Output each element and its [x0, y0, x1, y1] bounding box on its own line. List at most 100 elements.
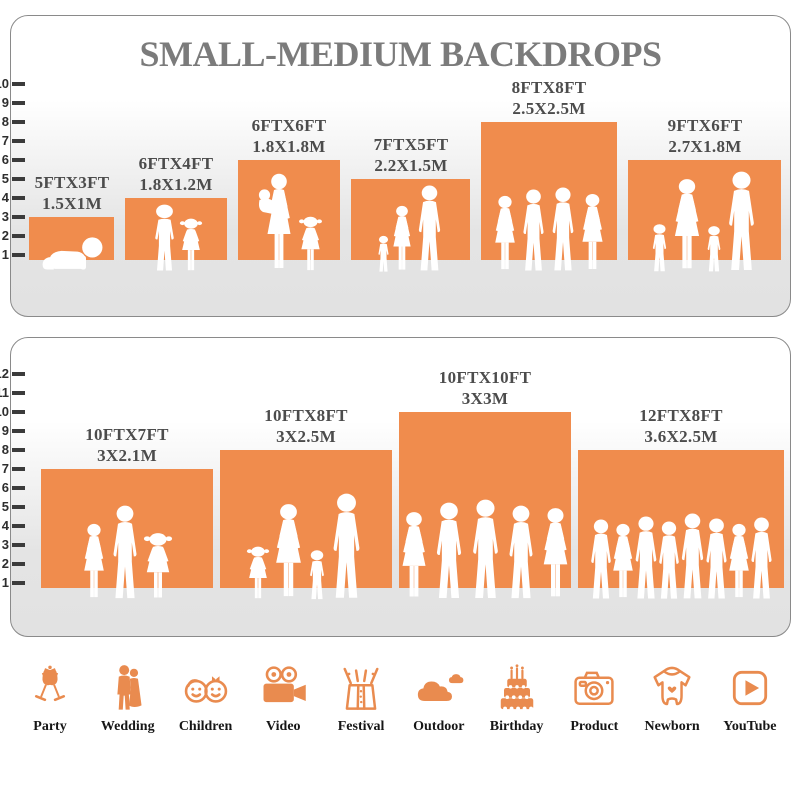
backdrop-size-label: 10FTX8FT 3X2.5M	[196, 406, 416, 447]
backdrop-size-label: 6FTX6FT 1.8X1.8M	[179, 116, 399, 157]
ruler-tick	[12, 196, 25, 200]
youtube-icon	[724, 662, 776, 714]
ruler-tick	[12, 391, 25, 395]
ruler-tick	[12, 234, 25, 238]
size-feet: 10FTX8FT	[264, 406, 348, 426]
backdrop-size-label: 7FTX5FT 2.2X1.5M	[301, 135, 521, 176]
ruler-number: 2	[1, 556, 9, 571]
category-product: Product	[566, 662, 622, 735]
ruler-number: 6	[1, 480, 9, 495]
children-icon	[180, 662, 232, 714]
backdrop-size-label: 10FTX7FT 3X2.1M	[17, 425, 237, 466]
ruler-number: 10	[0, 404, 9, 419]
ruler-number: 2	[1, 228, 9, 243]
ruler-tick	[12, 543, 25, 547]
people-silhouette-group	[578, 513, 784, 601]
ruler-tick	[12, 82, 25, 86]
category-label: Party	[33, 719, 67, 734]
category-label: Outdoor	[413, 719, 465, 734]
ruler-number: 7	[1, 133, 9, 148]
category-festival: Festival	[333, 662, 389, 735]
category-label: Children	[178, 719, 233, 734]
category-birthday: Birthday	[489, 662, 545, 735]
person-silhouette-man	[720, 171, 763, 273]
ruler-number: 9	[1, 423, 9, 438]
ruler-number: 5	[1, 171, 9, 186]
ruler-number: 8	[1, 114, 9, 129]
ruler-number: 3	[1, 209, 9, 224]
size-meters: 3X2.5M	[276, 426, 336, 446]
person-silhouette-womanbaby	[253, 173, 301, 273]
ruler-tick	[12, 486, 25, 490]
ruler-tick	[12, 158, 25, 162]
backdrop-size-label: 6FTX4FT 1.8X1.2M	[66, 154, 286, 195]
video-icon	[257, 662, 309, 714]
backdrop-size-label: 10FTX10FT 3X3M	[375, 368, 595, 409]
backdrop-bar	[351, 179, 470, 260]
people-silhouette-group	[399, 499, 571, 601]
category-video: Video	[255, 662, 311, 735]
category-label: Festival	[337, 719, 385, 734]
backdrop-bar	[238, 160, 340, 260]
category-label: Newborn	[644, 719, 700, 734]
ruler-number: 7	[1, 461, 9, 476]
category-wedding: Wedding	[100, 662, 156, 735]
ruler-number: 1	[1, 247, 9, 262]
ruler-tick	[12, 562, 25, 566]
people-silhouette-group	[238, 173, 340, 273]
ruler-tick	[12, 139, 25, 143]
ruler-tick	[12, 429, 25, 433]
backdrop-bar	[220, 450, 392, 588]
ruler-tick	[12, 467, 25, 471]
festival-icon	[335, 662, 387, 714]
ruler-tick	[12, 253, 25, 257]
ruler-number: 5	[1, 499, 9, 514]
ruler-number: 3	[1, 537, 9, 552]
ruler-tick	[12, 372, 25, 376]
category-youtube: YouTube	[722, 662, 778, 735]
party-icon	[24, 662, 76, 714]
size-feet: 6FTX4FT	[138, 154, 214, 174]
size-meters: 2.7X1.8M	[668, 136, 742, 156]
person-silhouette-man	[411, 185, 448, 273]
ruler-tick	[12, 215, 25, 219]
category-label: Product	[570, 719, 619, 734]
people-silhouette-group	[41, 505, 213, 601]
birthday-icon	[491, 662, 543, 714]
wedding-icon	[102, 662, 154, 714]
backdrop-size-label: 8FTX8FT 2.5X2.5M	[439, 78, 659, 119]
ruler-number: 4	[1, 518, 9, 533]
size-feet: 5FTX3FT	[34, 173, 110, 193]
ruler-number: 10	[0, 76, 9, 91]
category-label: Birthday	[489, 719, 544, 734]
category-outdoor: Outdoor	[411, 662, 467, 735]
size-feet: 9FTX6FT	[667, 116, 743, 136]
ruler-tick	[12, 101, 25, 105]
ruler-tick	[12, 120, 25, 124]
size-meters: 2.5X2.5M	[512, 98, 586, 118]
size-feet: 7FTX5FT	[373, 135, 449, 155]
person-silhouette-woman	[575, 193, 610, 273]
ruler-tick	[12, 448, 25, 452]
category-children: Children	[178, 662, 234, 735]
size-feet: 10FTX7FT	[85, 425, 169, 445]
category-newborn: Newborn	[644, 662, 700, 735]
people-silhouette-group	[29, 235, 114, 273]
size-feet: 8FTX8FT	[511, 78, 587, 98]
page-title: SMALL-MEDIUM BACKDROPS	[139, 34, 662, 74]
category-party: Party	[22, 662, 78, 735]
person-silhouette-baby	[37, 235, 107, 273]
size-chart-panel-small: SMALL-MEDIUM BACKDROPS 1 2 3 4 5 6 7 8 9 10 5FTX3F…	[0, 15, 791, 317]
person-silhouette-girl	[176, 217, 206, 273]
ruler-number: 8	[1, 442, 9, 457]
ruler-number: 9	[1, 95, 9, 110]
ruler-tick	[12, 410, 25, 414]
person-silhouette-woman	[535, 507, 576, 601]
size-meters: 3X3M	[461, 388, 509, 408]
backdrop-size-label: 9FTX6FT 2.7X1.8M	[595, 116, 800, 157]
people-silhouette-group	[628, 171, 781, 273]
ruler-number: 4	[1, 190, 9, 205]
person-silhouette-man	[744, 517, 779, 601]
backdrop-size-label: 12FTX8FT 3.6X2.5M	[571, 406, 791, 447]
